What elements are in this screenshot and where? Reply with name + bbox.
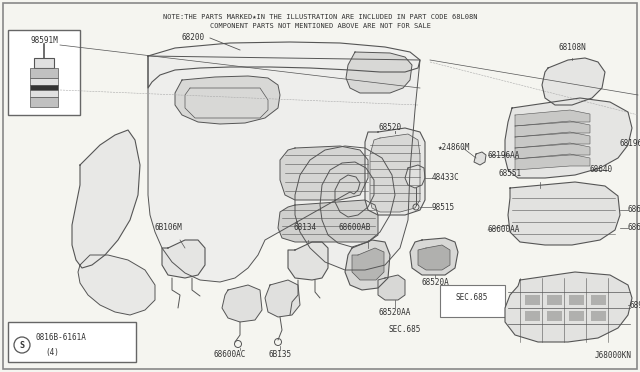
Polygon shape bbox=[418, 245, 450, 270]
Polygon shape bbox=[78, 255, 155, 315]
Text: 68600AA: 68600AA bbox=[488, 225, 520, 234]
Polygon shape bbox=[515, 154, 590, 170]
Polygon shape bbox=[405, 165, 425, 188]
Polygon shape bbox=[162, 240, 205, 278]
Polygon shape bbox=[515, 121, 590, 137]
Text: 0816B-6161A: 0816B-6161A bbox=[35, 334, 86, 343]
Polygon shape bbox=[378, 275, 405, 300]
Text: 68520AA: 68520AA bbox=[379, 308, 411, 317]
Polygon shape bbox=[265, 280, 300, 317]
Polygon shape bbox=[346, 52, 412, 93]
Circle shape bbox=[14, 337, 30, 353]
Polygon shape bbox=[278, 200, 378, 242]
Bar bbox=[30, 90, 58, 97]
Text: ★24860M: ★24860M bbox=[438, 144, 470, 153]
Polygon shape bbox=[352, 248, 384, 280]
Text: 68901: 68901 bbox=[630, 301, 640, 310]
Bar bbox=[30, 85, 58, 90]
Text: 68600AC: 68600AC bbox=[214, 350, 246, 359]
Polygon shape bbox=[280, 146, 368, 200]
Text: COMPONENT PARTS NOT MENTIONED ABOVE ARE NOT FOR SALE: COMPONENT PARTS NOT MENTIONED ABOVE ARE … bbox=[209, 23, 431, 29]
Bar bbox=[525, 311, 540, 321]
Bar bbox=[547, 295, 562, 305]
Text: 98515: 98515 bbox=[432, 202, 455, 212]
Text: SEC.685: SEC.685 bbox=[456, 292, 488, 301]
Text: 48433C: 48433C bbox=[432, 173, 460, 183]
Polygon shape bbox=[222, 285, 262, 322]
Polygon shape bbox=[175, 76, 280, 124]
Bar bbox=[569, 295, 584, 305]
Polygon shape bbox=[505, 98, 632, 178]
Bar bbox=[8, 30, 80, 115]
Polygon shape bbox=[288, 242, 328, 280]
Text: 68520A: 68520A bbox=[421, 278, 449, 287]
Polygon shape bbox=[542, 58, 605, 105]
Polygon shape bbox=[515, 132, 590, 148]
Polygon shape bbox=[505, 272, 632, 342]
Bar bbox=[547, 311, 562, 321]
Bar bbox=[591, 295, 606, 305]
Bar bbox=[591, 311, 606, 321]
Polygon shape bbox=[148, 56, 420, 282]
Bar bbox=[569, 311, 584, 321]
Polygon shape bbox=[148, 42, 420, 88]
Text: 68520: 68520 bbox=[378, 123, 401, 132]
Polygon shape bbox=[370, 134, 420, 212]
Text: SEC.685: SEC.685 bbox=[389, 325, 421, 334]
Polygon shape bbox=[410, 238, 458, 275]
Text: 68134: 68134 bbox=[293, 223, 317, 232]
Text: NOTE:THE PARTS MARKED★IN THE ILLUSTRATION ARE INCLUDED IN PART CODE 68L08N: NOTE:THE PARTS MARKED★IN THE ILLUSTRATIO… bbox=[163, 14, 477, 20]
Polygon shape bbox=[365, 128, 425, 215]
Bar bbox=[30, 78, 58, 85]
Polygon shape bbox=[72, 130, 140, 268]
Bar bbox=[30, 68, 58, 78]
Text: 68551: 68551 bbox=[499, 169, 522, 178]
Polygon shape bbox=[515, 110, 590, 126]
Polygon shape bbox=[508, 182, 620, 245]
Bar bbox=[440, 285, 505, 317]
Bar bbox=[34, 58, 54, 68]
Text: 68196AA: 68196AA bbox=[488, 151, 520, 160]
Polygon shape bbox=[474, 152, 486, 165]
Text: 68600AB: 68600AB bbox=[339, 223, 371, 232]
Polygon shape bbox=[345, 240, 390, 290]
Bar bbox=[30, 97, 58, 107]
Text: 6B135: 6B135 bbox=[268, 350, 292, 359]
Bar bbox=[525, 295, 540, 305]
Text: 98591M: 98591M bbox=[30, 36, 58, 45]
Text: 68630: 68630 bbox=[628, 224, 640, 232]
Text: 68200: 68200 bbox=[181, 33, 205, 42]
Text: 68600: 68600 bbox=[628, 205, 640, 215]
Text: 68640: 68640 bbox=[590, 166, 613, 174]
Polygon shape bbox=[515, 143, 590, 159]
Text: (4): (4) bbox=[45, 347, 59, 356]
Bar bbox=[8, 322, 136, 362]
Text: 68196A: 68196A bbox=[620, 138, 640, 148]
Text: S: S bbox=[19, 340, 24, 350]
Text: 6B106M: 6B106M bbox=[154, 223, 182, 232]
Text: 68108N: 68108N bbox=[558, 43, 586, 52]
Text: J68000KN: J68000KN bbox=[595, 351, 632, 360]
